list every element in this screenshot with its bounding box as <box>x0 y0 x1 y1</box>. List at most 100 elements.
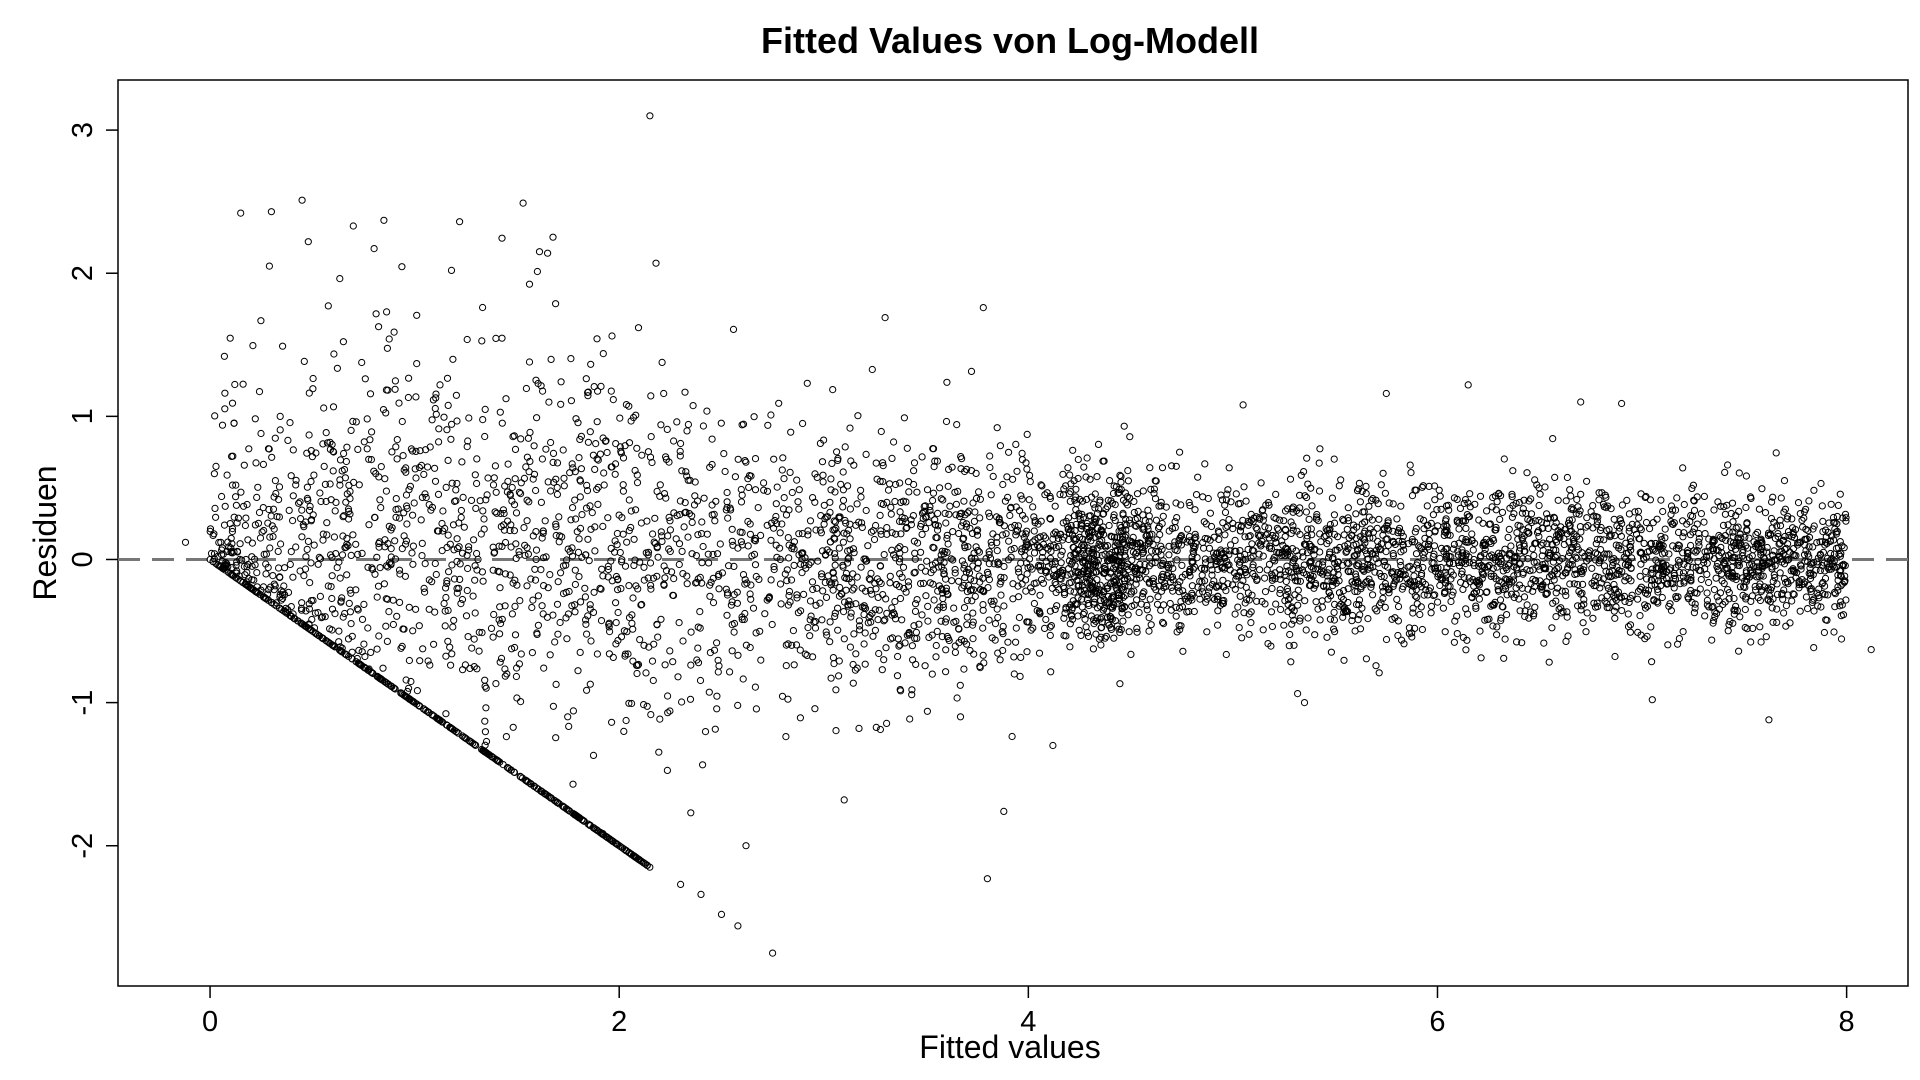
data-point <box>839 503 847 511</box>
data-point <box>402 464 410 472</box>
data-point <box>599 350 607 358</box>
data-point <box>1227 498 1235 506</box>
data-point <box>593 485 601 494</box>
data-point <box>821 578 829 587</box>
data-point <box>813 584 821 592</box>
data-point <box>1734 559 1742 567</box>
data-point <box>1001 497 1010 505</box>
data-point <box>847 613 855 621</box>
data-point <box>1137 600 1146 608</box>
data-point <box>1318 597 1326 605</box>
data-point <box>581 593 590 601</box>
data-point <box>1783 578 1792 586</box>
data-point <box>564 713 572 721</box>
data-point <box>496 584 504 592</box>
data-point <box>1083 454 1091 462</box>
data-point <box>1521 612 1529 621</box>
data-point <box>1371 550 1380 558</box>
data-point <box>489 481 498 489</box>
data-point <box>549 233 557 241</box>
data-point <box>955 529 963 538</box>
data-point <box>1342 548 1350 556</box>
data-point <box>1503 591 1511 599</box>
data-point <box>352 540 360 548</box>
data-point <box>1637 526 1645 534</box>
data-point <box>1514 521 1522 529</box>
data-point <box>1498 508 1507 517</box>
data-point <box>574 667 582 675</box>
data-point <box>587 525 595 533</box>
data-point <box>1044 563 1053 571</box>
data-point <box>1691 604 1699 612</box>
data-point <box>793 476 801 484</box>
data-point <box>310 471 318 479</box>
data-point <box>619 487 628 495</box>
data-point <box>335 627 343 635</box>
data-point <box>1636 572 1644 580</box>
data-point <box>1496 515 1504 524</box>
data-point <box>380 580 388 588</box>
data-point <box>734 455 742 463</box>
data-point <box>431 404 439 413</box>
data-point <box>1366 534 1374 542</box>
data-point <box>565 722 573 731</box>
data-point <box>822 628 830 636</box>
data-point <box>822 593 831 602</box>
data-point <box>616 548 624 557</box>
data-point <box>429 396 437 404</box>
data-point <box>463 586 471 595</box>
data-point <box>1144 539 1152 548</box>
data-point <box>1207 522 1216 531</box>
data-point <box>967 467 976 475</box>
data-point <box>831 518 840 526</box>
data-point <box>286 419 294 427</box>
data-point <box>809 494 817 502</box>
data-point <box>1243 596 1251 604</box>
data-point <box>1510 510 1518 518</box>
data-point <box>1771 574 1779 582</box>
data-point <box>971 508 979 516</box>
data-point <box>608 718 616 726</box>
data-point <box>1169 576 1177 584</box>
data-point <box>840 635 848 643</box>
data-point <box>1739 546 1747 554</box>
data-point <box>329 403 338 411</box>
data-point <box>706 592 714 600</box>
data-point <box>1435 486 1443 494</box>
data-point <box>521 551 529 559</box>
data-point <box>431 477 440 485</box>
data-point <box>660 389 668 398</box>
data-point <box>253 493 261 501</box>
data-point <box>625 699 633 707</box>
data-point <box>1447 575 1455 583</box>
data-point <box>679 570 687 578</box>
data-point <box>1483 588 1491 596</box>
data-point <box>1163 562 1171 570</box>
data-point <box>809 653 817 661</box>
data-point <box>557 378 565 386</box>
data-point <box>1802 593 1811 601</box>
data-point <box>333 364 341 372</box>
data-point <box>714 668 722 676</box>
data-point <box>413 311 421 319</box>
data-point <box>1066 471 1074 479</box>
data-point <box>1022 576 1030 584</box>
data-point <box>1411 581 1419 590</box>
data-point <box>281 564 289 572</box>
data-point <box>1615 542 1623 550</box>
data-point <box>1753 558 1762 567</box>
data-point <box>467 496 476 504</box>
data-point <box>289 517 297 525</box>
data-point <box>1276 516 1284 524</box>
data-point <box>577 598 585 606</box>
data-point <box>360 600 368 609</box>
data-point <box>957 453 965 461</box>
data-point <box>515 548 523 556</box>
data-point <box>1012 440 1020 448</box>
data-point <box>807 612 815 620</box>
data-point <box>746 520 754 528</box>
data-point <box>496 630 504 638</box>
data-point <box>806 632 814 640</box>
data-point <box>967 575 975 583</box>
data-point <box>1012 531 1020 539</box>
